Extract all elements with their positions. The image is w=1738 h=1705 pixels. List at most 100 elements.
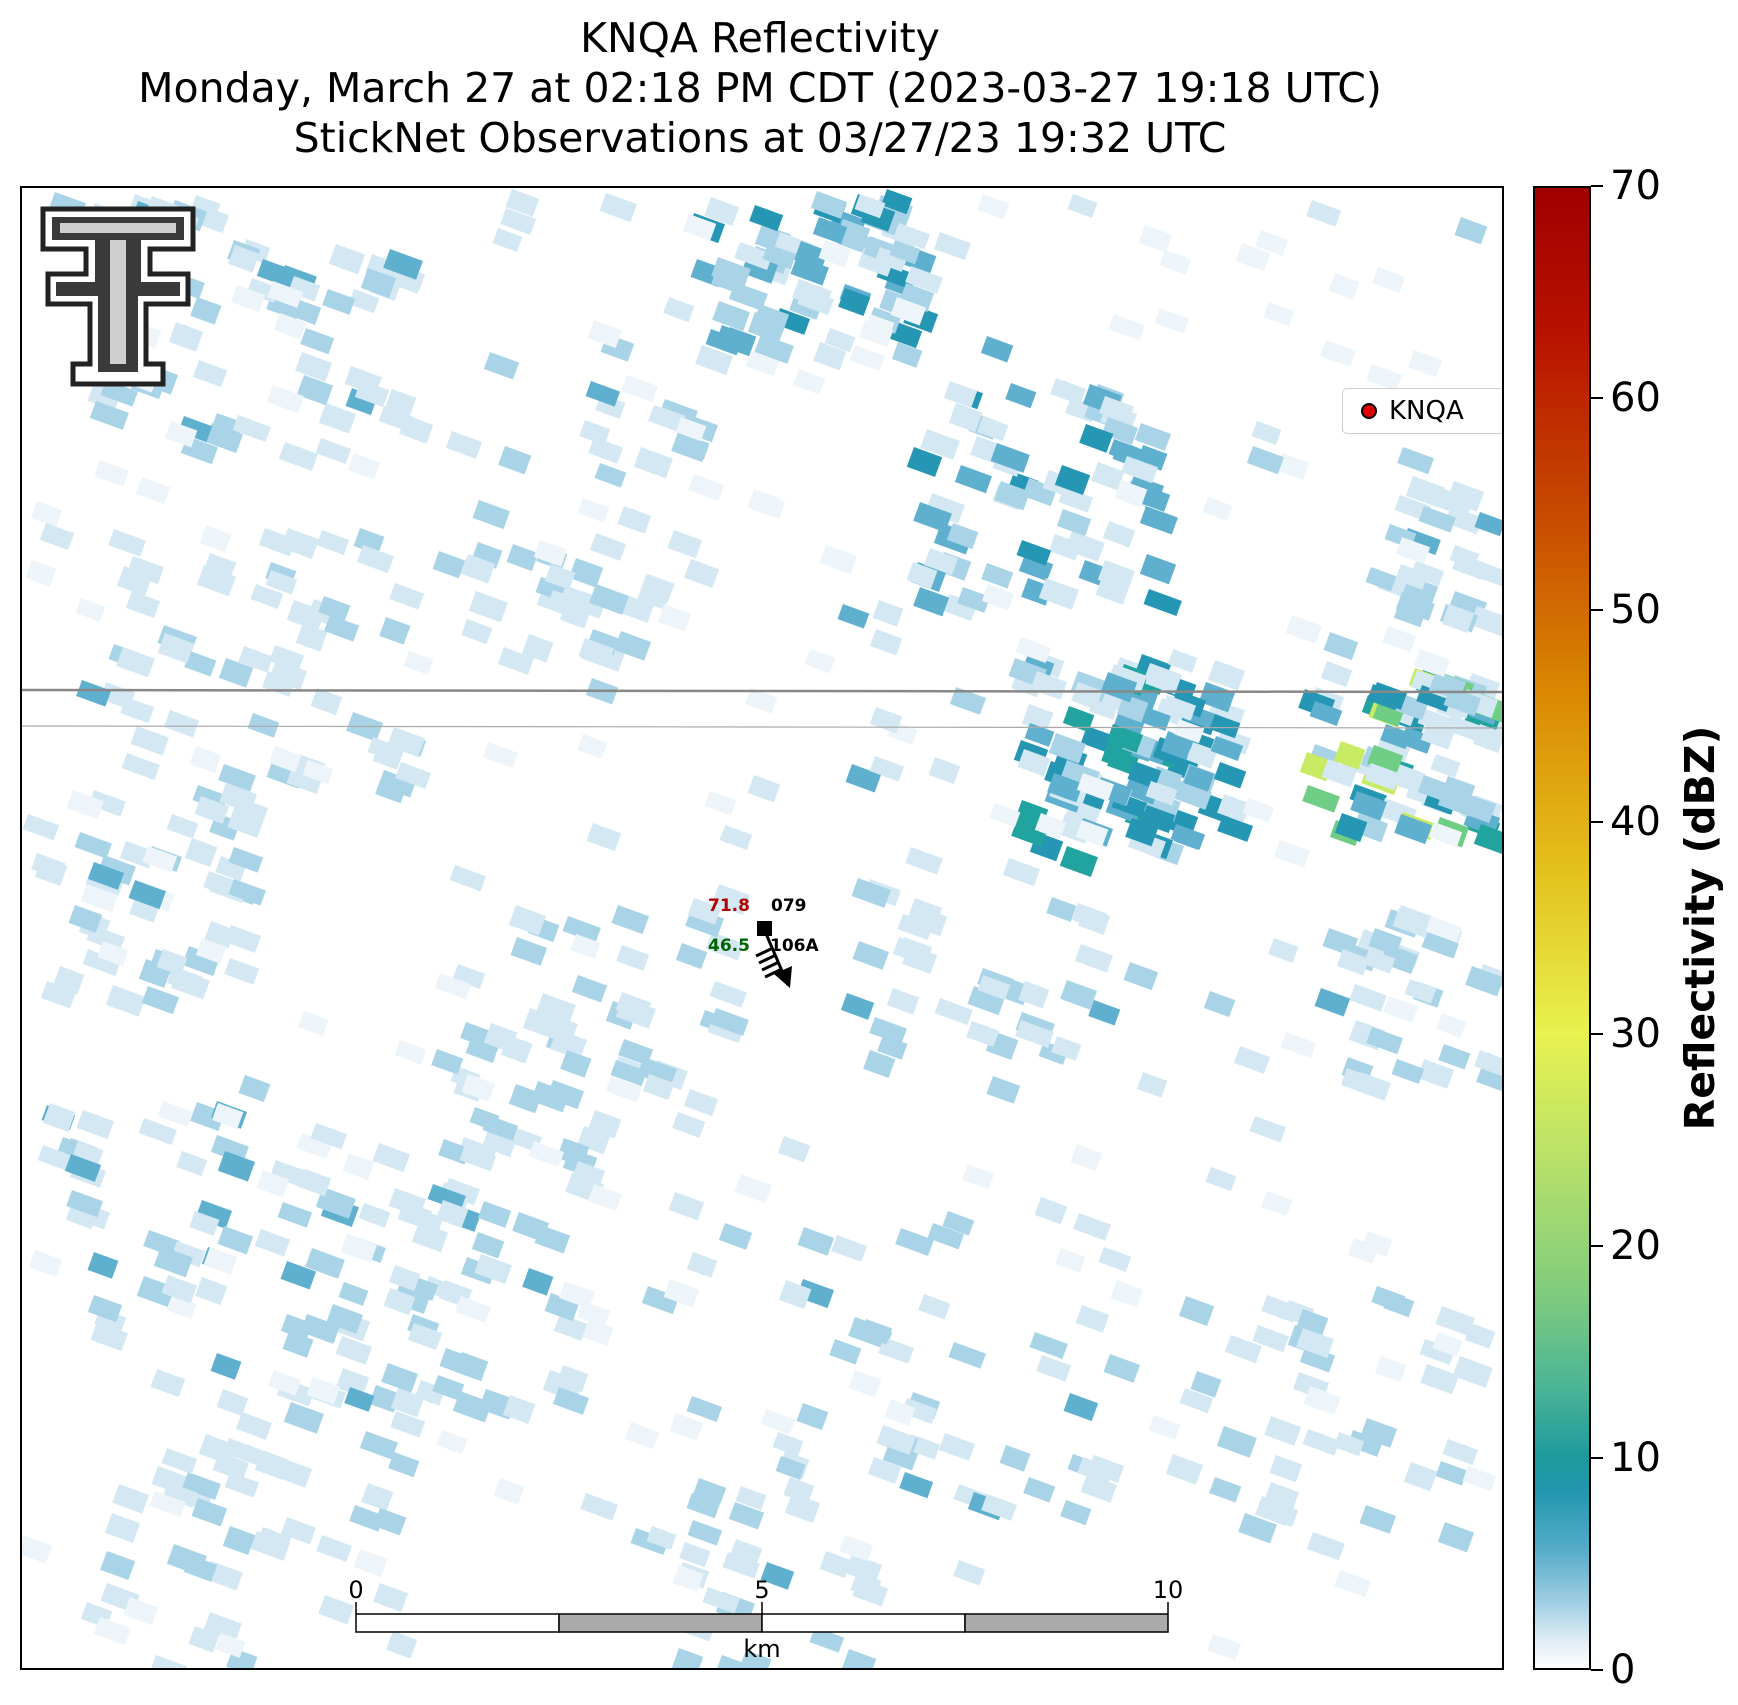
reflectivity-cell bbox=[394, 1040, 427, 1065]
reflectivity-cell bbox=[64, 1153, 102, 1182]
reflectivity-cell bbox=[615, 997, 656, 1029]
reflectivity-cell bbox=[881, 188, 913, 215]
reflectivity-cell bbox=[1452, 1356, 1493, 1388]
reflectivity-cell bbox=[663, 297, 695, 323]
reflectivity-cell bbox=[349, 1504, 385, 1532]
reflectivity-cell bbox=[882, 1442, 919, 1471]
reflectivity-cell bbox=[668, 1192, 705, 1221]
reflectivity-cell bbox=[1365, 567, 1397, 592]
reflectivity-cell bbox=[432, 1375, 465, 1401]
reflectivity-cell bbox=[68, 905, 103, 933]
reflectivity-cell bbox=[682, 213, 717, 241]
reflectivity-cell bbox=[1404, 979, 1437, 1004]
reflectivity-cell bbox=[890, 297, 927, 326]
reflectivity-cell bbox=[1442, 1439, 1479, 1465]
reflectivity-cell bbox=[389, 583, 425, 610]
reflectivity-cell bbox=[784, 1493, 821, 1523]
reflectivity-cell bbox=[1034, 1197, 1068, 1225]
reflectivity-cell bbox=[358, 1203, 391, 1228]
colorbar-tick-label: 60 bbox=[1610, 375, 1661, 421]
sticknet-station[interactable] bbox=[755, 921, 792, 988]
reflectivity-cell bbox=[1246, 446, 1285, 475]
reflectivity-cell bbox=[407, 1323, 443, 1351]
reflectivity-cell bbox=[1296, 1328, 1335, 1359]
reflectivity-cell bbox=[1441, 604, 1475, 633]
reflectivity-cell bbox=[1029, 1332, 1068, 1360]
reflectivity-cell bbox=[1047, 773, 1084, 803]
reflectivity-cell bbox=[586, 823, 622, 852]
reflectivity-cell bbox=[335, 1367, 370, 1398]
reflectivity-cell bbox=[1050, 378, 1087, 405]
reflectivity-cell bbox=[1437, 1521, 1475, 1553]
reflectivity-cell bbox=[1242, 797, 1275, 823]
reflectivity-cell bbox=[790, 255, 829, 286]
reflectivity-cell bbox=[934, 998, 973, 1026]
reflectivity-cell bbox=[378, 406, 414, 432]
reflectivity-cell bbox=[981, 562, 1014, 589]
reflectivity-cell bbox=[1261, 1191, 1293, 1217]
reflectivity-cell bbox=[379, 617, 411, 645]
reflectivity-cell bbox=[568, 558, 604, 588]
reflectivity-cell bbox=[663, 1279, 700, 1308]
reflectivity-cell bbox=[1252, 1325, 1290, 1353]
reflectivity-cell bbox=[378, 770, 416, 798]
reflectivity-cell bbox=[506, 544, 539, 572]
reflectivity-cell bbox=[121, 753, 160, 781]
reflectivity-cell bbox=[1217, 794, 1251, 823]
reflectivity-cell bbox=[100, 380, 138, 407]
reflectivity-cell bbox=[734, 242, 773, 270]
reflectivity-cell bbox=[745, 351, 780, 377]
colorbar-tick bbox=[1591, 609, 1603, 611]
reflectivity-cell bbox=[449, 865, 487, 892]
reflectivity-cell bbox=[1167, 648, 1198, 673]
reflectivity-cell bbox=[549, 1029, 588, 1060]
reflectivity-cell bbox=[1285, 614, 1323, 644]
reflectivity-cell bbox=[1203, 990, 1236, 1018]
reflectivity-cell bbox=[1139, 506, 1178, 535]
reflectivity-cell bbox=[381, 1363, 419, 1393]
chart-subtitle-time: Monday, March 27 at 02:18 PM CDT (2023-0… bbox=[138, 64, 1382, 112]
reflectivity-cell bbox=[796, 1278, 835, 1309]
reflectivity-cell bbox=[793, 368, 826, 395]
colorbar-title: Reflectivity (dBZ) bbox=[1676, 725, 1724, 1131]
reflectivity-cell bbox=[1034, 813, 1067, 840]
reflectivity-cell bbox=[867, 1457, 902, 1484]
reflectivity-cell bbox=[1350, 790, 1388, 821]
county-line-upper bbox=[22, 688, 1502, 694]
reflectivity-cell bbox=[1418, 506, 1456, 533]
reflectivity-cell bbox=[1436, 1013, 1467, 1038]
reflectivity-cell bbox=[1435, 1306, 1475, 1336]
reflectivity-cell bbox=[852, 1577, 889, 1607]
reflectivity-cell bbox=[580, 1492, 618, 1521]
reflectivity-cell bbox=[1016, 540, 1052, 566]
reflectivity-cell bbox=[1114, 480, 1148, 508]
reflectivity-cell bbox=[920, 429, 960, 460]
reflectivity-cell bbox=[348, 288, 380, 314]
reflectivity-cell bbox=[1198, 682, 1236, 713]
reflectivity-cell bbox=[1002, 858, 1041, 887]
station-marker-icon bbox=[757, 921, 772, 936]
scale-bar bbox=[355, 1602, 1169, 1633]
reflectivity-cell bbox=[1435, 1461, 1468, 1486]
reflectivity-cell bbox=[295, 623, 328, 652]
reflectivity-cell bbox=[1473, 824, 1502, 856]
radar-map[interactable]: 71.8 079 46.5 106A 0 5 10 km KNQA bbox=[20, 186, 1504, 1670]
colorbar-tick-label: 40 bbox=[1610, 799, 1661, 845]
reflectivity-cell bbox=[87, 1252, 119, 1279]
reflectivity-cell bbox=[989, 803, 1021, 828]
reflectivity-cell bbox=[913, 907, 948, 937]
double-t-logo-icon bbox=[40, 206, 196, 387]
reflectivity-cell bbox=[967, 986, 1006, 1016]
reflectivity-cell bbox=[386, 1631, 418, 1659]
reflectivity-cell bbox=[891, 342, 923, 368]
reflectivity-cell bbox=[267, 281, 304, 308]
reflectivity-cell bbox=[1470, 606, 1502, 637]
reflectivity-cell bbox=[238, 646, 274, 673]
station-id-bottom: 106A bbox=[770, 936, 819, 956]
reflectivity-cell bbox=[347, 452, 381, 480]
reflectivity-cell bbox=[315, 1187, 356, 1219]
reflectivity-cell bbox=[1421, 932, 1459, 959]
reflectivity-cell bbox=[1060, 1500, 1092, 1526]
colorbar-tick-label: 20 bbox=[1610, 1223, 1661, 1269]
reflectivity-cell bbox=[719, 824, 753, 850]
